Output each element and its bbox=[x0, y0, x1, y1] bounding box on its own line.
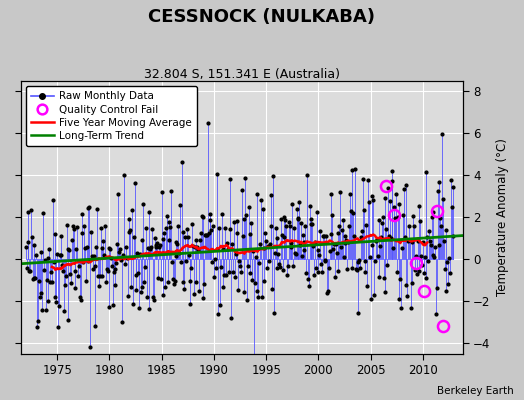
Legend: Raw Monthly Data, Quality Control Fail, Five Year Moving Average, Long-Term Tren: Raw Monthly Data, Quality Control Fail, … bbox=[26, 86, 197, 146]
Title: 32.804 S, 151.341 E (Australia): 32.804 S, 151.341 E (Australia) bbox=[144, 68, 340, 81]
Text: Berkeley Earth: Berkeley Earth bbox=[437, 386, 514, 396]
Text: CESSNOCK (NULKABA): CESSNOCK (NULKABA) bbox=[148, 8, 376, 26]
Y-axis label: Temperature Anomaly (°C): Temperature Anomaly (°C) bbox=[496, 138, 509, 296]
